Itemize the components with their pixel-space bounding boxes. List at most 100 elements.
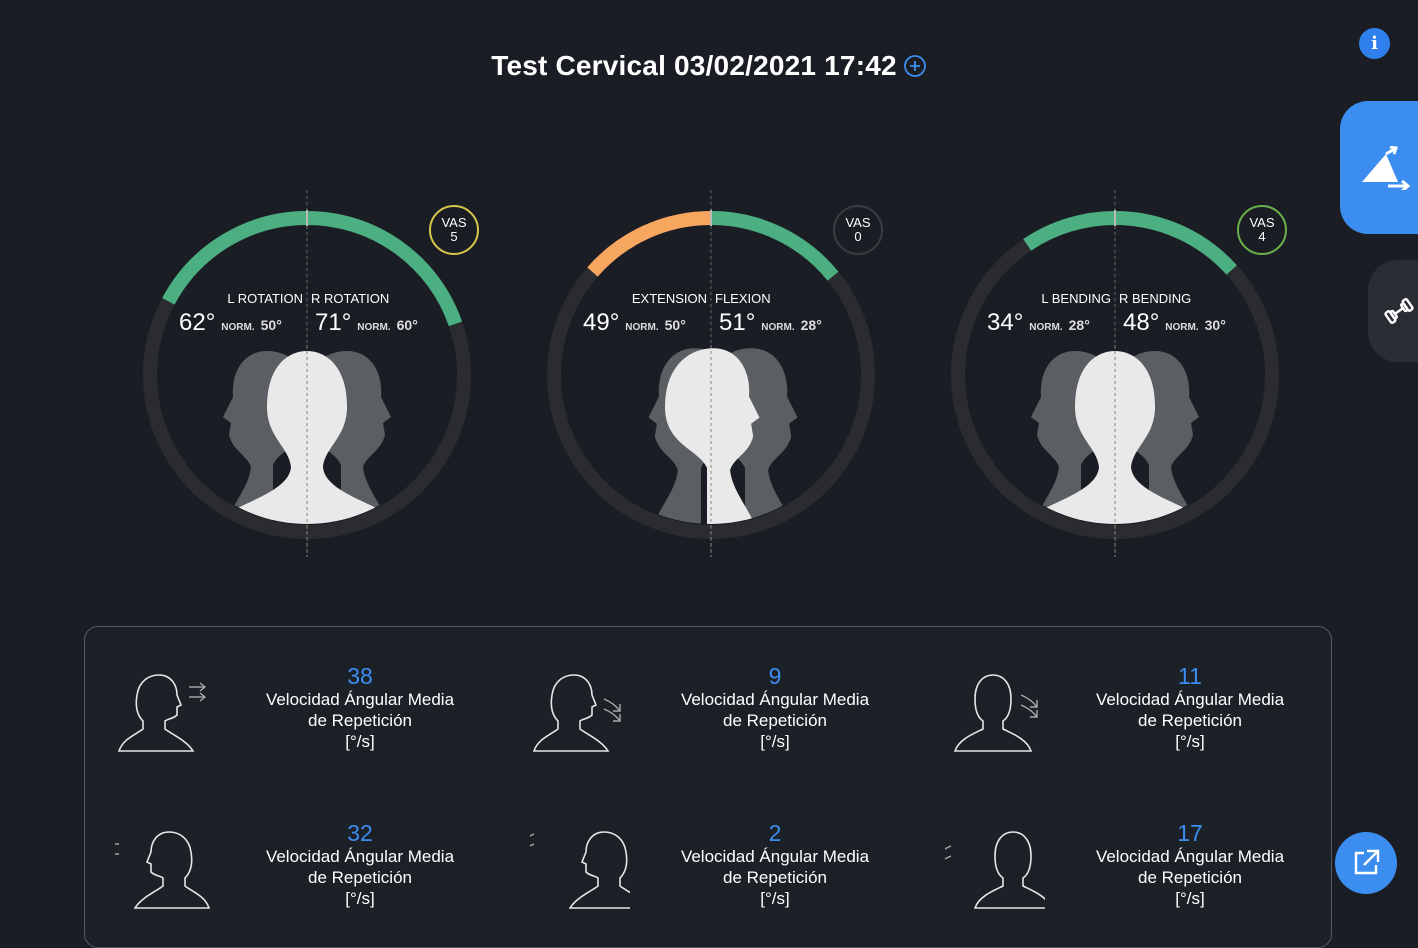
vas-value: 5	[450, 229, 458, 244]
head-movement-icon	[115, 831, 211, 909]
metric-value: 32	[347, 820, 373, 846]
left-motion-label: L ROTATION	[227, 291, 303, 306]
vas-badge[interactable]: VAS 0	[833, 205, 883, 255]
vas-label: VAS	[845, 215, 871, 230]
vas-badge[interactable]: VAS 4	[1237, 205, 1287, 255]
head-movement-icon	[117, 674, 207, 752]
head-neutral-silhouette	[665, 348, 760, 524]
head-movement-icon	[945, 831, 1045, 909]
metric-label: Velocidad Ángular Media	[1095, 847, 1285, 866]
metric-text: 32 Velocidad Ángular Media de Repetición [°…	[235, 820, 485, 909]
left-norm-value: 28°	[1068, 317, 1090, 333]
right-norm-label: NORM.	[1165, 322, 1199, 333]
left-value-group: 49° NORM. 50°	[583, 309, 686, 337]
metric-text: 11 Velocidad Ángular Media de Repetición [°…	[1065, 663, 1315, 752]
vas-label: VAS	[441, 215, 467, 230]
metric-value: 17	[1177, 820, 1203, 846]
gauge-right-arc	[710, 211, 839, 281]
vas-label: VAS	[1249, 215, 1275, 230]
left-value-group: 34° NORM. 28°	[987, 309, 1090, 337]
gauge-chart	[143, 190, 471, 557]
left-norm-value: 50°	[664, 317, 686, 333]
metric-unit: [°/s]	[345, 732, 375, 751]
gauge-right-arc	[1114, 211, 1237, 275]
right-norm-label: NORM.	[357, 322, 391, 333]
gauge-left-arc	[587, 211, 712, 277]
metric-label: Velocidad Ángular Media	[680, 690, 870, 709]
metric-text: 2 Velocidad Ángular Media de Repetición [°/…	[650, 820, 900, 909]
info-icon: i	[1371, 33, 1378, 54]
head-movement-icon	[530, 831, 630, 909]
gauge-chart	[951, 190, 1279, 557]
metric-label-line2: de Repetición	[723, 711, 827, 730]
right-norm-value: 28°	[800, 317, 822, 333]
share-button[interactable]	[1335, 832, 1397, 894]
metric-label-line2: de Repetición	[1138, 868, 1242, 887]
range-of-motion-icon	[1362, 145, 1411, 190]
head-movement-icon	[532, 674, 621, 752]
gauge-3: L BENDING R BENDING 34° NORM. 28° 48° NORM. 30°…	[945, 185, 1287, 565]
gauge-left-arc	[1023, 211, 1116, 251]
velocity-metric: 2 Velocidad Ángular Media de Repetición [°/…	[500, 784, 915, 914]
gauge-chart	[547, 190, 875, 557]
metric-label-line2: de Repetición	[308, 711, 412, 730]
left-value-group: 62° NORM. 50°	[179, 309, 282, 337]
velocity-metric: 38 Velocidad Ángular Media de Repetición [°…	[85, 627, 500, 757]
gauge-1: L ROTATION R ROTATION 62° NORM. 50° 71° NORM. 6…	[137, 185, 479, 565]
exercise-tab[interactable]	[1368, 260, 1418, 362]
right-angle-value: 48°	[1123, 309, 1160, 336]
metric-label-line2: de Repetición	[1138, 711, 1242, 730]
metric-value: 9	[768, 663, 782, 689]
right-motion-label: FLEXION	[715, 291, 771, 306]
metric-unit: [°/s]	[760, 732, 790, 751]
left-norm-label: NORM.	[625, 322, 659, 333]
left-angle-value: 34°	[987, 309, 1024, 336]
right-value-group: 48° NORM. 30°	[1123, 309, 1226, 337]
right-value-group: 51° NORM. 28°	[719, 309, 822, 337]
right-angle-value: 51°	[719, 309, 756, 336]
right-norm-value: 30°	[1204, 317, 1226, 333]
metric-label: Velocidad Ángular Media	[265, 690, 455, 709]
right-angle-value: 71°	[315, 309, 352, 336]
page-title-bar: Test Cervical 03/02/2021 17:42	[0, 50, 1418, 82]
velocity-metric: 32 Velocidad Ángular Media de Repetición [°…	[85, 784, 500, 914]
velocity-metric: 9 Velocidad Ángular Media de Repetición [°/…	[500, 627, 915, 757]
gauge-right-arc	[306, 211, 463, 327]
metric-label-line2: de Repetición	[308, 868, 412, 887]
left-angle-value: 49°	[583, 309, 620, 336]
page-title: Test Cervical 03/02/2021 17:42	[491, 50, 897, 81]
metric-text: 38 Velocidad Ángular Media de Repetición [°…	[235, 663, 485, 752]
metric-unit: [°/s]	[760, 889, 790, 908]
metric-unit: [°/s]	[1175, 732, 1205, 751]
external-link-icon	[1354, 849, 1380, 875]
metrics-panel: 38 Velocidad Ángular Media de Repetición [°…	[84, 626, 1332, 948]
metric-unit: [°/s]	[345, 889, 375, 908]
velocity-metric: 11 Velocidad Ángular Media de Repetición [°…	[915, 627, 1330, 757]
plus-circle-icon[interactable]	[903, 54, 927, 78]
range-of-motion-tab[interactable]	[1340, 101, 1418, 234]
metric-label-line2: de Repetición	[723, 868, 827, 887]
metric-value: 38	[347, 663, 373, 689]
right-norm-value: 60°	[396, 317, 418, 333]
metric-label: Velocidad Ángular Media	[680, 847, 870, 866]
right-motion-label: R BENDING	[1119, 291, 1192, 306]
left-norm-label: NORM.	[1029, 322, 1063, 333]
metric-value: 11	[1178, 663, 1202, 689]
left-norm-value: 50°	[260, 317, 282, 333]
velocity-metric: 17 Velocidad Ángular Media de Repetición [°…	[915, 784, 1330, 914]
gauge-2: EXTENSION FLEXION 49° NORM. 50° 51° NORM. 28° VA…	[541, 185, 883, 565]
left-motion-label: L BENDING	[1041, 291, 1111, 306]
right-norm-label: NORM.	[761, 322, 795, 333]
vas-badge[interactable]: VAS 5	[429, 205, 479, 255]
metric-value: 2	[768, 820, 782, 846]
left-norm-label: NORM.	[221, 322, 255, 333]
metric-text: 9 Velocidad Ángular Media de Repetición [°/…	[650, 663, 900, 752]
right-motion-label: R ROTATION	[311, 291, 390, 306]
vas-value: 0	[854, 229, 862, 244]
metric-label: Velocidad Ángular Media	[1095, 690, 1285, 709]
metric-unit: [°/s]	[1175, 889, 1205, 908]
metric-text: 17 Velocidad Ángular Media de Repetición [°…	[1065, 820, 1315, 909]
left-angle-value: 62°	[179, 309, 216, 336]
dumbbell-icon	[1384, 298, 1414, 324]
info-button[interactable]: i	[1359, 28, 1390, 59]
